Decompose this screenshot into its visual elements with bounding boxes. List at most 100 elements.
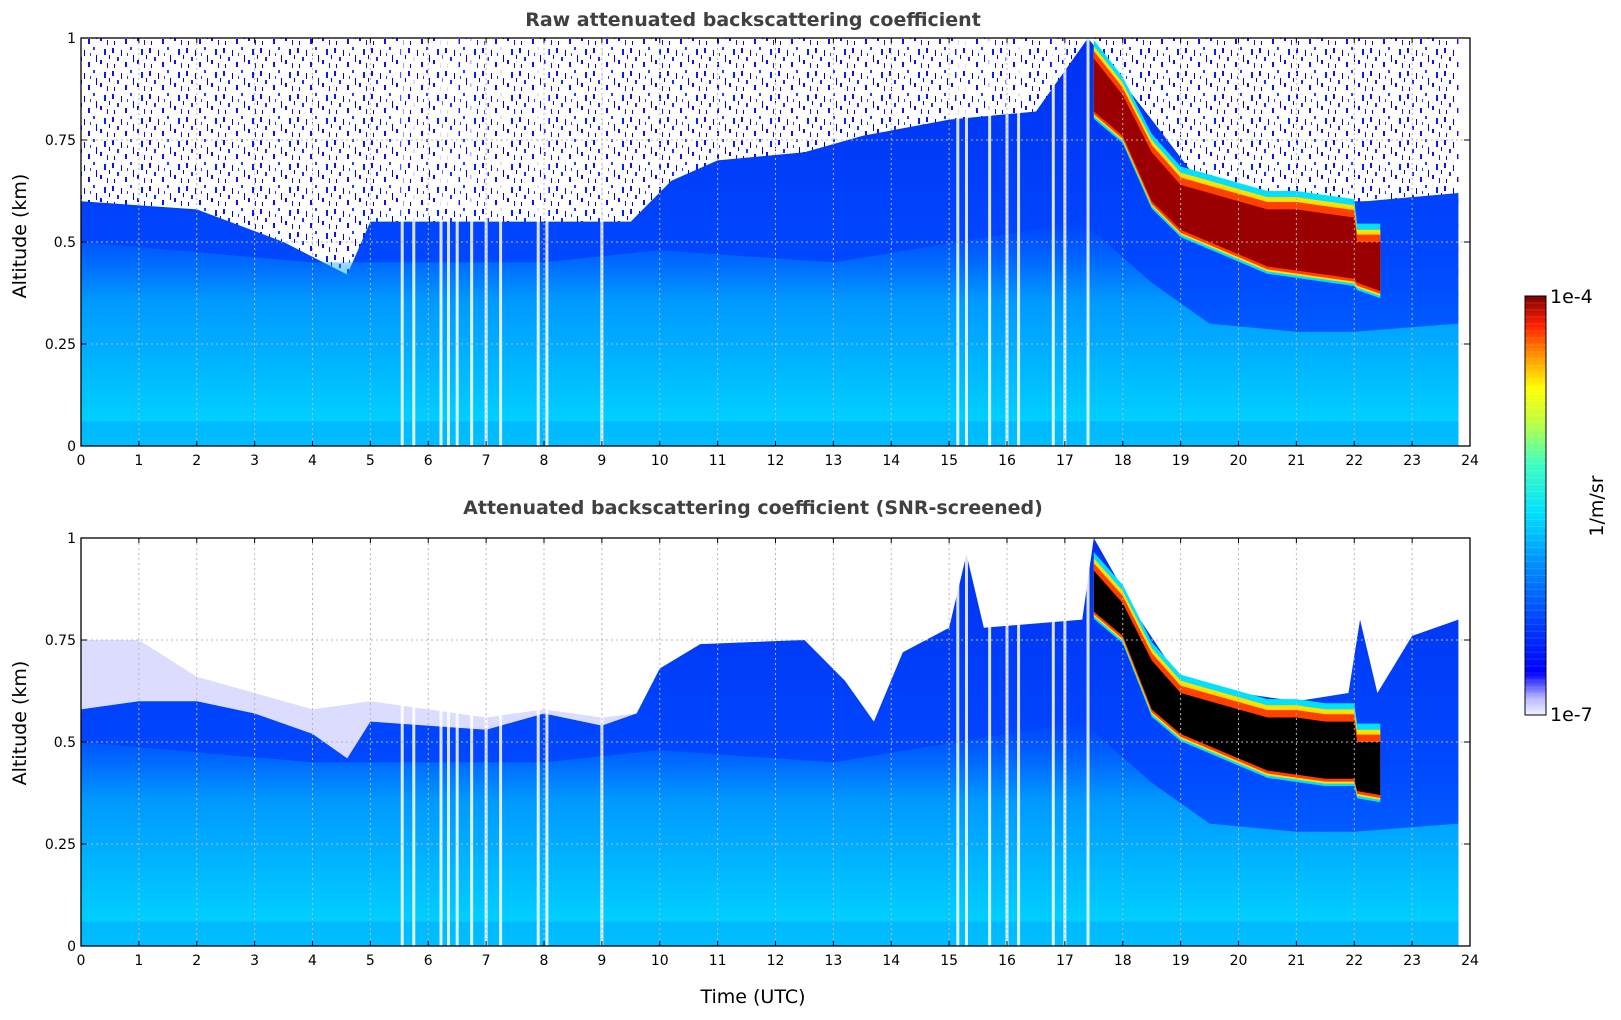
x-tick-label: 15 [940, 953, 958, 969]
missing-profile [1086, 38, 1090, 446]
x-tick-label: 19 [1172, 453, 1190, 469]
screened-heatmap [81, 538, 1459, 946]
raw-ylabel: Altitude (km) [9, 174, 31, 299]
x-tick-label: 20 [1230, 453, 1248, 469]
missing-profile [1017, 538, 1021, 946]
screened-axis-ticks: 0 1 2 3 4 5 6 7 8 9 10 11 12 13 14 15 16 17 18 19 20 21 22 23 24… [45, 531, 1479, 969]
x-tick-label: 17 [1056, 453, 1074, 469]
missing-profile [499, 538, 503, 946]
x-tick-label: 14 [882, 953, 900, 969]
x-tick-label: 10 [651, 453, 669, 469]
x-tick-label: 5 [366, 953, 375, 969]
missing-profile [412, 538, 416, 946]
aerosol-layer [81, 721, 1459, 946]
raw-axis-ticks: 0 1 2 3 4 5 6 7 8 9 10 11 12 13 14 15 16 17 18 19 20 21 22 23 24… [45, 31, 1479, 469]
raw-backscatter-panel: Raw attenuated backscattering coefficien… [9, 9, 1479, 469]
x-tick-label: 1 [134, 953, 143, 969]
colorbar-steps [1525, 302, 1546, 709]
x-tick-label: 8 [540, 453, 549, 469]
x-tick-label: 22 [1345, 953, 1363, 969]
missing-profile [439, 538, 443, 946]
x-tick-label: 7 [482, 953, 491, 969]
x-tick-label: 2 [192, 453, 201, 469]
x-tick-label: 24 [1461, 453, 1479, 469]
missing-profile [536, 538, 540, 946]
missing-profile [1051, 38, 1055, 446]
x-tick-label: 18 [1114, 453, 1132, 469]
x-tick-label: 18 [1114, 953, 1132, 969]
x-tick-label: 12 [767, 953, 785, 969]
missing-profile [988, 538, 992, 946]
x-tick-label: 0 [77, 953, 86, 969]
missing-profile [536, 38, 540, 446]
x-tick-label: 16 [998, 453, 1016, 469]
x-tick-label: 16 [998, 953, 1016, 969]
x-tick-label: 11 [709, 953, 727, 969]
x-tick-label: 1 [134, 453, 143, 469]
x-tick-label: 21 [1287, 953, 1305, 969]
colorbar-max-label: 1e-4 [1550, 286, 1593, 308]
y-tick-label: 0.25 [45, 337, 76, 353]
x-tick-label: 6 [424, 953, 433, 969]
y-tick-label: 1 [67, 31, 76, 47]
y-tick-label: 0.75 [45, 133, 76, 149]
colorbar-min-label: 1e-7 [1550, 704, 1593, 726]
y-tick-label: 1 [67, 531, 76, 547]
x-tick-label: 17 [1056, 953, 1074, 969]
x-tick-label: 3 [250, 453, 259, 469]
x-tick-label: 22 [1345, 453, 1363, 469]
missing-profile [1086, 538, 1090, 946]
x-tick-label: 11 [709, 453, 727, 469]
missing-profile [1051, 538, 1055, 946]
missing-profile [1063, 538, 1067, 946]
x-tick-label: 7 [482, 453, 491, 469]
x-tick-label: 9 [597, 453, 606, 469]
missing-profile [447, 538, 451, 946]
surface-band [81, 921, 1459, 946]
raw-gridlines [81, 38, 1470, 446]
missing-profile [499, 38, 503, 446]
x-tick-label: 10 [651, 953, 669, 969]
x-tick-label: 13 [824, 453, 842, 469]
surface-band [81, 421, 1459, 446]
y-tick-label: 0.25 [45, 837, 76, 853]
y-tick-label: 0.75 [45, 633, 76, 649]
x-tick-label: 8 [540, 953, 549, 969]
x-tick-label: 23 [1403, 953, 1421, 969]
x-tick-label: 14 [882, 453, 900, 469]
missing-profile [412, 38, 416, 446]
screened-ylabel: Altitude (km) [9, 661, 31, 786]
x-tick-label: 12 [767, 453, 785, 469]
aerosol-layer [81, 221, 1459, 446]
x-tick-label: 13 [824, 953, 842, 969]
x-tick-label: 20 [1230, 953, 1248, 969]
raw-panel-title: Raw attenuated backscattering coefficien… [525, 9, 981, 31]
snr-screened-panel: Attenuated backscattering coefficient (S… [9, 497, 1479, 1008]
x-tick-label: 24 [1461, 953, 1479, 969]
screened-panel-title: Attenuated backscattering coefficient (S… [463, 497, 1043, 519]
x-tick-label: 9 [597, 953, 606, 969]
screened-gridlines [81, 538, 1470, 946]
cloud-core [1093, 58, 1381, 291]
colorbar: 1e-4 1e-7 1/m/sr [1524, 286, 1608, 726]
cloud-core [1093, 570, 1381, 796]
y-tick-label: 0 [67, 439, 76, 455]
x-tick-label: 4 [308, 953, 317, 969]
x-tick-label: 5 [366, 453, 375, 469]
x-tick-label: 23 [1403, 453, 1421, 469]
x-tick-label: 3 [250, 953, 259, 969]
y-tick-label: 0.5 [54, 235, 76, 251]
missing-profile [439, 38, 443, 446]
y-tick-label: 0 [67, 939, 76, 955]
x-tick-label: 2 [192, 953, 201, 969]
y-tick-label: 0.5 [54, 735, 76, 751]
missing-profile [447, 38, 451, 446]
x-tick-label: 0 [77, 453, 86, 469]
missing-profile [1017, 38, 1021, 446]
x-tick-label: 4 [308, 453, 317, 469]
x-tick-label: 19 [1172, 953, 1190, 969]
x-tick-label: 15 [940, 453, 958, 469]
x-tick-label: 6 [424, 453, 433, 469]
colorbar-unit-label: 1/m/sr [1586, 475, 1608, 536]
